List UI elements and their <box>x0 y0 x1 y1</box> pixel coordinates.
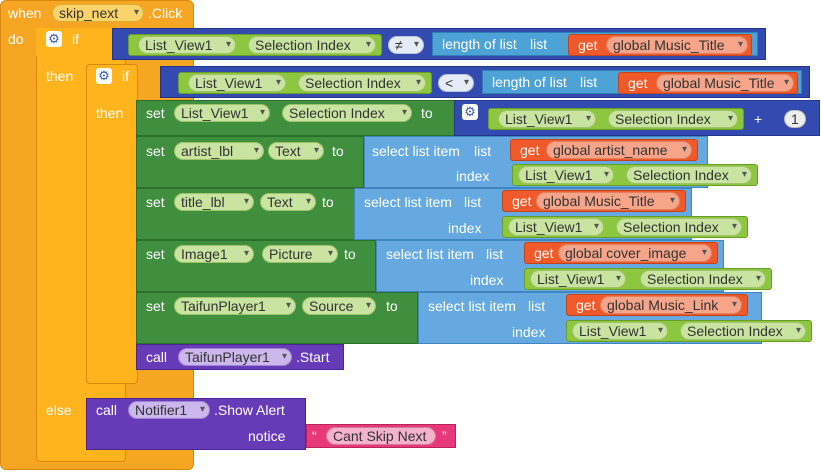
call-notifier-method-label: .Show Alert <box>214 402 285 418</box>
do-keyword: do <box>8 31 24 47</box>
quote-open-icon: “ <box>312 428 317 444</box>
index-property-dropdown-source[interactable]: Selection Index <box>680 322 806 340</box>
outer-get-variable-dropdown[interactable]: global Music_Title <box>606 36 748 54</box>
event-name-label: .Click <box>148 5 183 21</box>
index-component-dropdown-title[interactable]: List_View1 <box>508 218 604 236</box>
notice-text-field[interactable]: Cant Skip Next <box>326 427 436 445</box>
inner-length-label: length of list <box>492 74 567 90</box>
outer-length-label: length of list <box>442 36 517 52</box>
inner-get-variable-dropdown[interactable]: global Music_Title <box>656 74 794 92</box>
set-to-keyword: to <box>322 194 334 210</box>
index-label: index <box>448 220 482 236</box>
set-image-block[interactable] <box>136 240 376 292</box>
select-list-label: list <box>528 298 546 314</box>
set-image-property-dropdown[interactable]: Picture <box>262 245 338 263</box>
index-property-dropdown-title[interactable]: Selection Index <box>616 218 742 236</box>
set-to-keyword: to <box>421 105 433 121</box>
event-component-dropdown[interactable]: skip_next <box>52 4 144 22</box>
get-music-link-dropdown[interactable]: global Music_Link <box>600 296 742 314</box>
outer-left-component-dropdown[interactable]: List_View1 <box>138 36 236 54</box>
inner-mutator-gear-icon[interactable]: ⚙ <box>96 68 112 84</box>
set-keyword: set <box>146 194 165 210</box>
inner-then-keyword: then <box>96 105 124 121</box>
inner-if-keyword: if <box>122 68 129 84</box>
call-player-component-dropdown[interactable]: TaifunPlayer1 <box>178 348 292 366</box>
outer-get-keyword: get <box>578 37 598 53</box>
call-notifier-component-dropdown[interactable]: Notifier1 <box>128 401 210 419</box>
inner-left-component-dropdown[interactable]: List_View1 <box>188 74 286 92</box>
get-keyword: get <box>512 193 532 209</box>
quote-close-icon: ” <box>442 428 447 444</box>
outer-length-list-label: list <box>530 36 548 52</box>
get-artist-name-dropdown[interactable]: global artist_name <box>546 141 692 159</box>
set-artist-property-dropdown[interactable]: Text <box>268 142 324 160</box>
index-component-dropdown-source[interactable]: List_View1 <box>572 322 668 340</box>
select-list-item-label: select list item <box>372 143 460 159</box>
index-property-dropdown-artist[interactable]: Selection Index <box>626 166 752 184</box>
plus-mutator-gear-icon[interactable]: ⚙ <box>462 104 478 120</box>
select-list-item-label: select list item <box>428 298 516 314</box>
get-keyword: get <box>534 245 554 261</box>
get-keyword: get <box>520 142 540 158</box>
mutator-gear-icon[interactable]: ⚙ <box>46 31 62 47</box>
set-keyword: set <box>146 143 165 159</box>
set-title-property-dropdown[interactable]: Text <box>260 193 316 211</box>
set-title-component-dropdown[interactable]: title_lbl <box>174 193 254 211</box>
set-to-keyword: to <box>386 298 398 314</box>
plus-operator-label: + <box>754 111 763 127</box>
inner-left-property-dropdown[interactable]: Selection Index <box>298 74 426 92</box>
set-keyword: set <box>146 105 165 121</box>
set-to-keyword: to <box>332 143 344 159</box>
set-image-component-dropdown[interactable]: Image1 <box>174 245 254 263</box>
inner-length-list-label: list <box>580 74 598 90</box>
call-player-method-label: .Start <box>296 349 330 365</box>
plus-left-property-dropdown[interactable]: Selection Index <box>608 110 738 128</box>
plus-left-component-dropdown[interactable]: List_View1 <box>498 110 596 128</box>
index-label: index <box>456 168 490 184</box>
get-keyword: get <box>576 297 596 313</box>
select-list-label: list <box>464 194 482 210</box>
inner-get-keyword: get <box>628 75 648 91</box>
set-index-component-dropdown[interactable]: List_View1 <box>174 104 270 122</box>
set-keyword: set <box>146 298 165 314</box>
inner-operator-dropdown[interactable]: < <box>438 74 474 92</box>
index-component-dropdown-artist[interactable]: List_View1 <box>518 166 614 184</box>
get-cover-image-dropdown[interactable]: global cover_image <box>558 244 712 262</box>
call-keyword: call <box>146 349 168 365</box>
else-keyword: else <box>46 402 72 418</box>
plus-number-field[interactable]: 1 <box>784 110 806 128</box>
set-to-keyword: to <box>344 246 356 262</box>
when-keyword: when <box>8 5 42 21</box>
get-music-title-dropdown[interactable]: global Music_Title <box>536 192 680 210</box>
index-label: index <box>512 324 546 340</box>
select-list-item-label: select list item <box>364 194 452 210</box>
set-artist-component-dropdown[interactable]: artist_lbl <box>174 142 264 160</box>
outer-then-keyword: then <box>46 68 74 84</box>
notice-label: notice <box>248 428 286 444</box>
index-component-dropdown-image[interactable]: List_View1 <box>530 270 626 288</box>
inner-if-block[interactable] <box>86 64 138 384</box>
set-index-property-dropdown[interactable]: Selection Index <box>282 104 412 122</box>
outer-if-keyword: if <box>72 31 79 47</box>
outer-operator-dropdown[interactable]: ≠ <box>388 36 424 54</box>
outer-left-property-dropdown[interactable]: Selection Index <box>248 36 376 54</box>
set-player-property-dropdown[interactable]: Source <box>302 297 376 315</box>
select-list-item-label: select list item <box>386 246 474 262</box>
select-list-label: list <box>474 143 492 159</box>
index-label: index <box>470 272 504 288</box>
set-player-component-dropdown[interactable]: TaifunPlayer1 <box>174 297 296 315</box>
call-keyword: call <box>96 402 118 418</box>
index-property-dropdown-image[interactable]: Selection Index <box>640 270 766 288</box>
set-keyword: set <box>146 246 165 262</box>
select-list-label: list <box>486 246 504 262</box>
